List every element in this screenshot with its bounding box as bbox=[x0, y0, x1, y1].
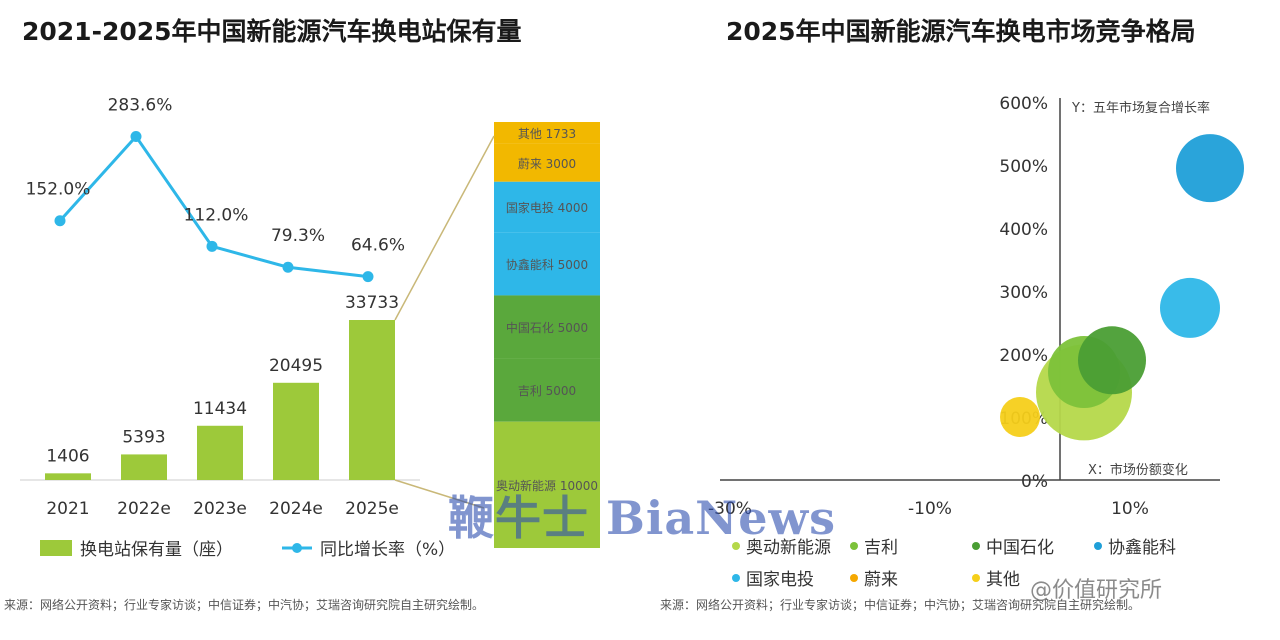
breakdown-segment bbox=[494, 143, 600, 182]
legend-line-marker bbox=[292, 543, 302, 553]
x-tick-label: 2022e bbox=[117, 499, 171, 519]
bar-2022e bbox=[121, 454, 167, 480]
y-tick-label: 600% bbox=[999, 94, 1048, 114]
bar-value-label: 33733 bbox=[345, 293, 399, 313]
bubble-point bbox=[1000, 397, 1040, 437]
author-watermark: @价值研究所 bbox=[1030, 578, 1163, 603]
bar-2025e bbox=[349, 320, 395, 480]
growth-rate-point bbox=[362, 271, 374, 283]
bubble-point bbox=[1160, 277, 1220, 338]
x-tick-label: 2021 bbox=[46, 499, 89, 519]
left-source-note: 来源：网络公开资料；行业专家访谈；中信证券；中汽协；艾瑞咨询研究院自主研究绘制。 bbox=[4, 598, 485, 612]
bar-value-label: 5393 bbox=[122, 427, 165, 447]
legend-label: 蔚来 bbox=[864, 570, 898, 590]
left-chart-title: 2021-2025年中国新能源汽车换电站保有量 bbox=[22, 17, 522, 46]
legend-marker bbox=[1094, 542, 1102, 550]
bar-value-label: 11434 bbox=[193, 399, 247, 419]
bar-2024e bbox=[273, 382, 319, 480]
y-tick-label: 400% bbox=[999, 220, 1048, 240]
growth-rate-label: 64.6% bbox=[351, 236, 405, 256]
y-tick-label: 500% bbox=[999, 157, 1048, 177]
x-tick-label: 2024e bbox=[269, 499, 323, 519]
breakdown-label: 蔚来 3000 bbox=[518, 157, 576, 171]
y-tick-label: 300% bbox=[999, 283, 1048, 303]
legend-label: 协鑫能科 bbox=[1108, 538, 1176, 558]
legend-label: 中国石化 bbox=[986, 538, 1054, 558]
bianews-watermark: 鞭牛士 BiaNews bbox=[448, 491, 836, 545]
connector-line-top bbox=[394, 135, 495, 321]
breakdown-label: 吉利 5000 bbox=[518, 384, 576, 398]
breakdown-label: 国家电投 4000 bbox=[506, 200, 588, 215]
growth-rate-label: 283.6% bbox=[108, 95, 173, 115]
legend-line-label: 同比增长率（%） bbox=[320, 540, 455, 560]
left-chart-svg: 1406 2021 5393 2022e 11434 2023e 20495 2024e 337… bbox=[20, 95, 600, 560]
bubble-point bbox=[1078, 326, 1146, 395]
x-tick-label: 2023e bbox=[193, 499, 247, 519]
breakdown-label: 协鑫能科 5000 bbox=[506, 257, 588, 272]
legend-marker bbox=[732, 542, 740, 550]
bubble-point bbox=[1176, 134, 1244, 203]
x-axis-label: X：市场份额变化 bbox=[1088, 462, 1188, 478]
growth-rate-point bbox=[282, 261, 294, 273]
right-chart-panel: 2025年中国新能源汽车换电市场竞争格局 0%100%200%300%400%5… bbox=[640, 0, 1280, 640]
breakdown-segment bbox=[494, 122, 600, 144]
legend-bar-label: 换电站保有量（座） bbox=[80, 540, 233, 560]
y-tick-label: 0% bbox=[1021, 472, 1048, 492]
right-chart-title: 2025年中国新能源汽车换电市场竞争格局 bbox=[726, 17, 1196, 46]
breakdown-segment bbox=[494, 181, 600, 233]
x-tick-label: 10% bbox=[1111, 499, 1149, 519]
x-tick-label: -30% bbox=[708, 499, 752, 519]
x-tick-label: -10% bbox=[908, 499, 952, 519]
growth-rate-label: 112.0% bbox=[184, 205, 249, 225]
legend-marker bbox=[850, 542, 858, 550]
legend-marker bbox=[732, 574, 740, 582]
growth-rate-label: 152.0% bbox=[26, 180, 91, 200]
connector-line-bottom bbox=[394, 479, 485, 509]
legend-bar-swatch bbox=[40, 540, 72, 556]
breakdown-segment bbox=[494, 295, 600, 359]
bar-value-label: 1406 bbox=[46, 446, 89, 466]
growth-rate-point bbox=[130, 130, 142, 142]
right-chart-svg: 0%100%200%300%400%500%600%-50%-30%-10%10… bbox=[708, 94, 1244, 590]
left-chart-panel: 2021-2025年中国新能源汽车换电站保有量 1406 2021 5393 2022… bbox=[4, 17, 600, 612]
legend-marker bbox=[972, 574, 980, 582]
breakdown-segment bbox=[494, 421, 600, 548]
bar-2021 bbox=[45, 473, 91, 480]
breakdown-label: 奥动新能源 10000 bbox=[496, 478, 598, 493]
growth-rate-point bbox=[206, 240, 218, 252]
y-tick-label: 200% bbox=[999, 346, 1048, 366]
x-tick-label: 2025e bbox=[345, 499, 399, 519]
legend-label: 吉利 bbox=[864, 538, 898, 558]
breakdown-segment bbox=[494, 358, 600, 422]
breakdown-segment bbox=[494, 232, 600, 296]
y-axis-label: Y：五年市场复合增长率 bbox=[1071, 100, 1210, 116]
bar-value-label: 20495 bbox=[269, 356, 323, 376]
legend-marker bbox=[850, 574, 858, 582]
breakdown-label: 其他 1733 bbox=[518, 127, 576, 141]
growth-rate-label: 79.3% bbox=[271, 226, 325, 246]
legend-marker bbox=[972, 542, 980, 550]
bar-2023e bbox=[197, 425, 243, 480]
legend-label: 奥动新能源 bbox=[746, 538, 831, 558]
right-source-note: 来源：网络公开资料；行业专家访谈；中信证券；中汽协；艾瑞咨询研究院自主研究绘制。 bbox=[660, 598, 1141, 612]
legend-label: 国家电投 bbox=[746, 570, 814, 590]
legend-label: 其他 bbox=[986, 570, 1020, 590]
growth-rate-point bbox=[54, 215, 66, 227]
breakdown-label: 中国石化 5000 bbox=[506, 320, 588, 335]
